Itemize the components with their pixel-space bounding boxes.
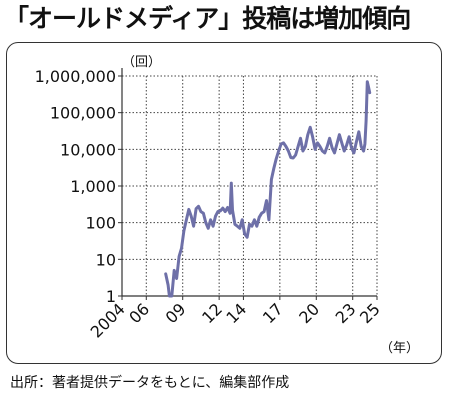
y-tick-label: 1 (106, 287, 116, 306)
y-tick-label: 100,000 (50, 104, 116, 123)
x-tick-label: 06 (125, 299, 153, 327)
source-note: 出所：著者提供データをもとに、編集部作成 (10, 375, 290, 391)
series-line (164, 80, 372, 298)
axes (118, 68, 378, 300)
x-tick-label: 20 (295, 299, 323, 327)
y-tick-label: 1,000 (70, 177, 116, 196)
y-unit-label: （回） (122, 55, 161, 70)
chart-title: 「オールドメディア」投稿は増加傾向 (4, 4, 411, 33)
x-tick-label: 14 (222, 299, 250, 327)
y-tick-label: 1,000,000 (35, 67, 116, 86)
chart-frame (6, 42, 442, 364)
x-tick-label: 09 (162, 299, 190, 327)
y-tick-labels: 1 10 100 1,000 10,000 100,000 1,000,000 (35, 67, 116, 306)
y-tick-label: 10,000 (60, 140, 116, 159)
series-group (164, 80, 372, 298)
x-unit-label: （年） (380, 341, 419, 356)
y-tick-label: 10 (96, 250, 116, 269)
x-tick-label: 2004 (87, 299, 129, 341)
grid-lines (122, 75, 378, 296)
y-tick-label: 100 (85, 214, 116, 233)
x-tick-label: 17 (259, 299, 287, 327)
x-tick-label: 25 (356, 299, 384, 327)
